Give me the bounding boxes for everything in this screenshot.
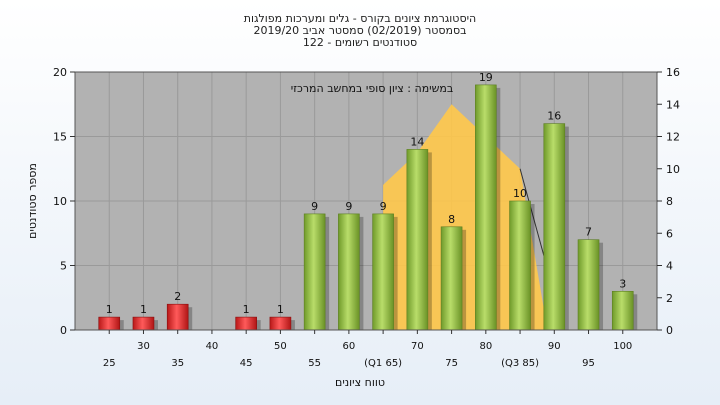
histogram-bar — [235, 316, 257, 331]
bar-value-label: 1 — [106, 303, 113, 316]
x-tick-label: 55 — [308, 358, 321, 369]
chart-annotation: במשימה : ציון סופי במחשב המרכזי — [291, 82, 454, 95]
y-tick-label: 10 — [53, 195, 67, 208]
y-tick-label: 5 — [60, 260, 67, 273]
histogram-bar — [132, 316, 155, 331]
x-tick-label: 40 — [206, 341, 219, 352]
x-tick-label: 45 — [240, 358, 253, 369]
bar-value-label: 19 — [479, 71, 493, 84]
bar-value-label: 14 — [410, 135, 424, 148]
histogram-bar — [269, 316, 292, 331]
y2-tick-label: 14 — [666, 98, 680, 111]
x-tick-label: 70 — [411, 341, 424, 352]
x-tick-label: 25 — [103, 358, 116, 369]
y-tick-label: 0 — [60, 324, 67, 337]
histogram-bar — [440, 226, 463, 331]
bar-value-label: 1 — [243, 303, 250, 316]
histogram-bar — [577, 239, 600, 331]
y2-tick-label: 16 — [666, 66, 680, 79]
y2-tick-label: 12 — [666, 131, 680, 144]
y2-tick-label: 4 — [666, 260, 673, 273]
histogram-bar — [98, 316, 121, 331]
x-tick-label: 75 — [445, 358, 458, 369]
x-axis-title: טווח ציונים — [335, 376, 385, 389]
histogram-bar — [406, 149, 429, 331]
bar-value-label: 9 — [345, 200, 352, 213]
histogram-bar — [372, 213, 394, 331]
histogram-bar — [543, 123, 566, 331]
x-tick-label: 90 — [548, 341, 561, 352]
histogram-bar — [475, 84, 497, 331]
bar-value-label: 3 — [619, 277, 626, 290]
histogram-bar — [509, 200, 531, 331]
bar-value-label: 2 — [174, 290, 181, 303]
y2-tick-label: 10 — [666, 163, 680, 176]
y2-tick-label: 0 — [666, 324, 673, 337]
chart-title-line: בסמסטר (02/2019) סמסטר אביב 2019/20 — [253, 24, 466, 37]
bar-value-label: 1 — [277, 303, 284, 316]
bar-value-label: 7 — [585, 226, 592, 239]
bar-value-label: 16 — [547, 110, 561, 123]
x-tick-label: 30 — [137, 341, 150, 352]
x-tick-label: 95 — [582, 358, 595, 369]
x-tick-label: 60 — [343, 341, 356, 352]
y-tick-label: 20 — [53, 66, 67, 79]
chart-title-line: היסטוגרמת ציונים בקורס - גלים ומערכות מפ… — [244, 12, 476, 25]
histogram-bar — [303, 213, 326, 331]
y-axis-title: מספר סטודנטים — [26, 163, 39, 239]
distribution-edge-line — [519, 168, 548, 269]
x-tick-label: (Q1 65) — [364, 358, 402, 369]
y-tick-label: 15 — [53, 131, 67, 144]
bar-value-label: 1 — [140, 303, 147, 316]
histogram-bar — [338, 213, 360, 331]
y2-tick-label: 8 — [666, 195, 673, 208]
x-tick-label: 80 — [479, 341, 492, 352]
bar-value-label: 8 — [448, 213, 455, 226]
x-tick-label: 100 — [613, 341, 632, 352]
histogram-bar — [611, 290, 634, 331]
y2-tick-label: 2 — [666, 292, 673, 305]
x-tick-label: 50 — [274, 341, 287, 352]
bar-value-label: 10 — [513, 187, 527, 200]
x-tick-label: (Q3 85) — [501, 358, 539, 369]
bar-value-label: 9 — [311, 200, 318, 213]
histogram-bar — [166, 303, 189, 331]
x-tick-label: 35 — [171, 358, 184, 369]
y2-tick-label: 6 — [666, 227, 673, 240]
chart-title-line: סטודנטים רשומים - 122 — [303, 36, 417, 49]
bar-value-label: 9 — [380, 200, 387, 213]
